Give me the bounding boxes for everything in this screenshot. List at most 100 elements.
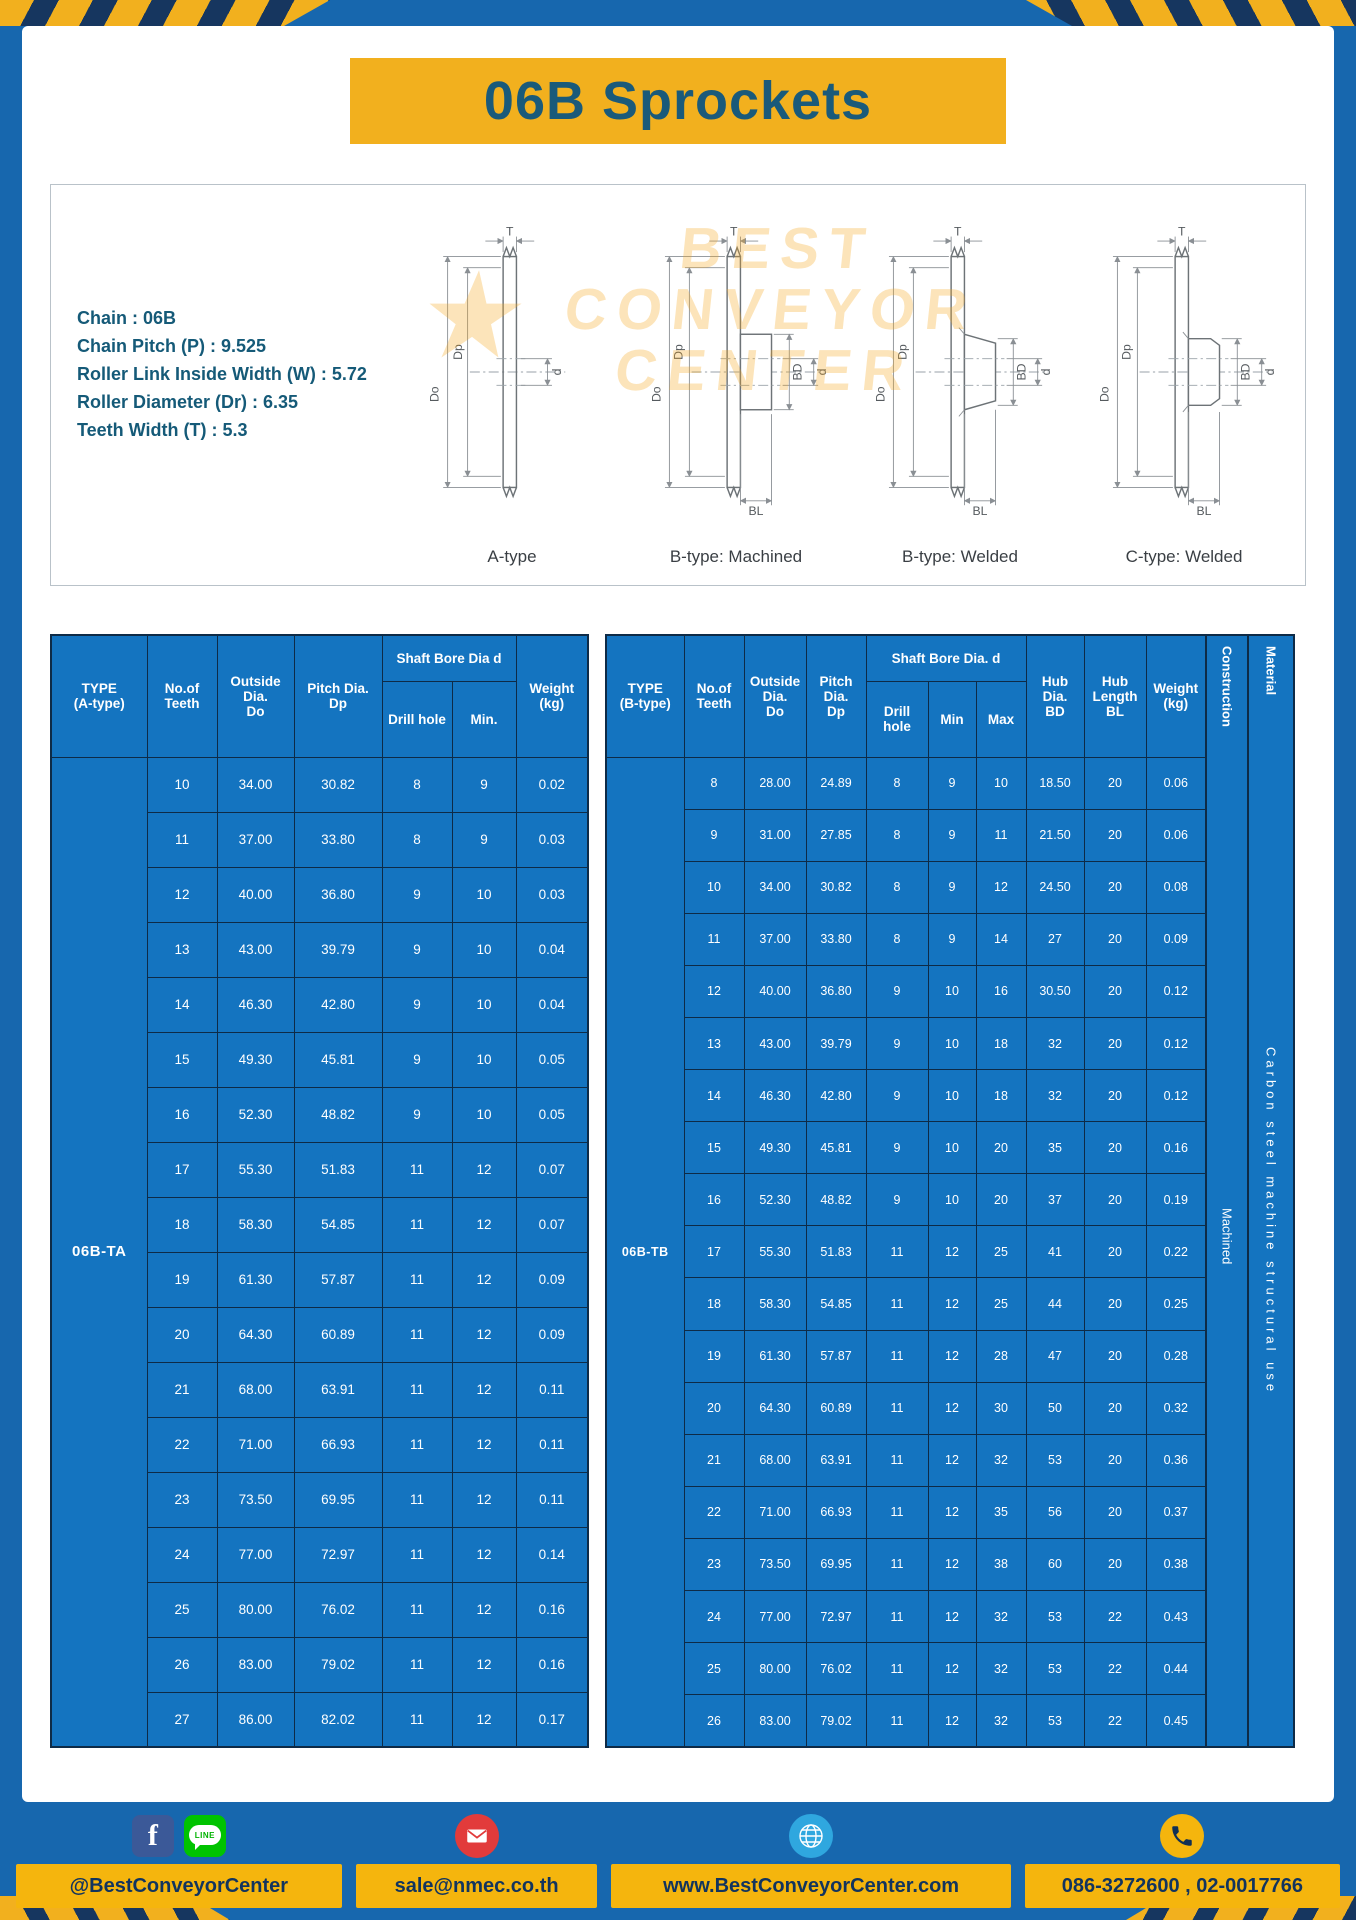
table-cell: 0.14: [515, 1526, 589, 1583]
table-cell: 24: [146, 1526, 218, 1583]
table-cell: 40.00: [743, 964, 807, 1018]
table-cell: 10: [927, 964, 977, 1018]
material-column: Material Carbon steel machine structural…: [1249, 634, 1295, 1748]
table-cell: 51.83: [293, 1141, 383, 1198]
table-cell: 20: [1083, 912, 1147, 966]
col-header-construction: Construction: [1219, 646, 1235, 727]
dim-bl-label: BL: [973, 504, 988, 518]
table-cell: 19: [683, 1329, 745, 1383]
table-cell: 30.82: [805, 860, 867, 914]
table-cell: 53: [1025, 1589, 1085, 1644]
table-cell: 34.00: [743, 860, 807, 914]
drawing-b-type-machined: T Do Dp BD: [625, 195, 847, 579]
social-handle[interactable]: @BestConveyorCenter: [16, 1864, 342, 1908]
table-cell: 22: [1083, 1642, 1147, 1696]
table-cell: 12: [451, 1416, 517, 1473]
website-url[interactable]: www.BestConveyorCenter.com: [611, 1864, 1011, 1908]
line-app-icon[interactable]: LINE: [183, 1815, 226, 1857]
table-row: 25 80.00 76.02 11 12 0.16: [51, 1581, 589, 1638]
table-cell: 0.37: [1145, 1485, 1207, 1539]
table-cell: 9: [865, 1121, 929, 1175]
table-cell: 11: [865, 1694, 929, 1748]
table-cell: 11: [381, 1471, 453, 1528]
table-cell: 12: [927, 1485, 977, 1539]
table-cell: 0.17: [515, 1691, 589, 1748]
globe-icon[interactable]: [789, 1814, 834, 1858]
table-cell: 16: [146, 1086, 218, 1143]
dim-t-label: T: [506, 224, 514, 238]
facebook-icon[interactable]: f: [131, 1815, 174, 1857]
email-address[interactable]: sale@nmec.co.th: [355, 1864, 598, 1908]
table-row: 16 52.30 48.82 9 10 20 37 20 0.19: [606, 1173, 1207, 1227]
table-cell: 0.06: [1145, 756, 1207, 810]
table-cell: 23: [683, 1537, 745, 1592]
dim-t-label: T: [954, 224, 962, 238]
table-cell: 12: [451, 1196, 517, 1253]
table-cell: 11: [865, 1589, 929, 1644]
dim-d-label: d: [550, 369, 564, 376]
table-cell: 14: [975, 912, 1027, 966]
table-row: 12 40.00 36.80 9 10 0.03: [51, 866, 589, 923]
table-cell: 24: [683, 1589, 745, 1644]
table-cell: 39.79: [293, 921, 383, 978]
table-cell: 48.82: [805, 1173, 867, 1227]
table-row: 22 71.00 66.93 11 12 0.11: [51, 1416, 589, 1473]
table-cell: 8: [865, 808, 929, 862]
dim-bd-label: BD: [790, 363, 804, 380]
table-row: 18 58.30 54.85 11 12 25 44 20 0.25: [606, 1277, 1207, 1331]
email-icon[interactable]: [454, 1814, 499, 1858]
table-cell: 20: [1083, 1121, 1147, 1175]
spec-roller-diameter: Roller Diameter (Dr) : 6.35: [77, 391, 299, 412]
dim-dp-label: Dp: [896, 344, 910, 360]
col-header-min: Min.: [451, 680, 517, 758]
table-row: 26 83.00 79.02 11 12 32 53 22 0.45: [606, 1694, 1207, 1748]
table-cell: 30.50: [1025, 964, 1085, 1018]
table-cell: 12: [451, 1526, 517, 1583]
table-cell: 12: [451, 1581, 517, 1638]
table-cell: 22: [1083, 1694, 1147, 1748]
table-cell: 8: [865, 860, 929, 914]
table-cell: 18.50: [1025, 756, 1085, 810]
table-cell: 15: [683, 1121, 745, 1175]
table-cell: 20: [1083, 1225, 1147, 1279]
table-cell: 10: [451, 866, 517, 923]
table-cell: 66.93: [293, 1416, 383, 1473]
table-cell: 50: [1025, 1381, 1085, 1435]
col-header-shaft-bore-group: Shaft Bore Dia d: [381, 634, 517, 682]
table-cell: 0.45: [1145, 1694, 1207, 1748]
table-cell: 0.09: [515, 1306, 589, 1363]
table-cell: 35: [1025, 1121, 1085, 1175]
dim-do-label: Do: [428, 386, 442, 402]
table-cell: 79.02: [293, 1636, 383, 1693]
table-cell: 11: [381, 1141, 453, 1198]
hazard-stripe-top-left: [0, 0, 330, 26]
table-cell: 8: [683, 756, 745, 810]
table-cell: 36.80: [805, 964, 867, 1018]
table-cell: 44: [1025, 1277, 1085, 1331]
table-cell: 20: [146, 1306, 218, 1363]
table-cell: 0.03: [515, 811, 589, 868]
table-cell: 73.50: [743, 1537, 807, 1592]
table-cell: 63.91: [805, 1433, 867, 1487]
table-cell: 68.00: [743, 1433, 807, 1487]
drawing-label-b-machined: B-type: Machined: [669, 547, 803, 566]
col-header-min: Min: [927, 680, 977, 758]
table-cell: 83.00: [216, 1636, 295, 1693]
table-row: 22 71.00 66.93 11 12 35 56 20 0.37: [606, 1485, 1207, 1539]
table-cell: 0.08: [1145, 860, 1207, 914]
phone-icon[interactable]: [1160, 1814, 1205, 1858]
table-cell: 11: [381, 1636, 453, 1693]
table-cell: 45.81: [293, 1031, 383, 1088]
table-row: 17 55.30 51.83 11 12 0.07: [51, 1141, 589, 1198]
table-cell: 0.11: [515, 1416, 589, 1473]
col-header-type-a: TYPE (A-type): [50, 634, 148, 758]
table-cell: 0.05: [515, 1086, 589, 1143]
table-cell: 11: [865, 1485, 929, 1539]
phone-numbers[interactable]: 086-3272600 , 02-0017766: [1024, 1864, 1340, 1908]
table-cell: 0.25: [1145, 1277, 1207, 1331]
table-cell: 20: [1083, 1381, 1147, 1435]
table-cell: 64.30: [743, 1381, 807, 1435]
table-cell: 25: [146, 1581, 218, 1638]
table-cell: 60.89: [805, 1381, 867, 1435]
table-cell: 8: [865, 912, 929, 966]
